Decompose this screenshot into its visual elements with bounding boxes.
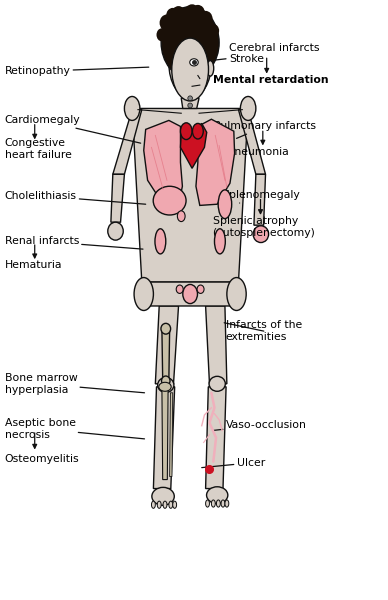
- Ellipse shape: [157, 501, 161, 508]
- Text: Bone marrow
hyperplasia: Bone marrow hyperplasia: [5, 373, 144, 395]
- Polygon shape: [196, 119, 235, 205]
- Ellipse shape: [169, 501, 173, 508]
- Text: Cholelithiasis: Cholelithiasis: [5, 191, 146, 204]
- Text: Congestive
heart failure: Congestive heart failure: [5, 139, 71, 160]
- Ellipse shape: [155, 229, 166, 254]
- Polygon shape: [239, 110, 265, 174]
- Ellipse shape: [108, 222, 123, 240]
- Polygon shape: [142, 282, 239, 306]
- Polygon shape: [181, 98, 199, 109]
- Ellipse shape: [159, 382, 171, 391]
- Ellipse shape: [161, 323, 171, 334]
- Text: Splenomegaly: Splenomegaly: [222, 190, 300, 203]
- Polygon shape: [132, 109, 248, 282]
- Ellipse shape: [173, 501, 177, 508]
- Ellipse shape: [169, 29, 211, 98]
- Ellipse shape: [163, 501, 167, 508]
- Ellipse shape: [180, 123, 192, 140]
- Ellipse shape: [197, 285, 204, 293]
- Ellipse shape: [152, 487, 174, 505]
- Ellipse shape: [159, 14, 174, 31]
- Ellipse shape: [188, 96, 192, 101]
- Polygon shape: [170, 393, 173, 476]
- Text: Retinopathy: Retinopathy: [5, 67, 149, 76]
- Text: Cardiomegaly: Cardiomegaly: [5, 115, 140, 143]
- Text: Ulcer: Ulcer: [202, 458, 265, 468]
- Ellipse shape: [225, 500, 229, 507]
- Text: Cerebral infarcts
Stroke: Cerebral infarcts Stroke: [200, 43, 319, 64]
- Text: Renal infarcts: Renal infarcts: [5, 236, 143, 249]
- Ellipse shape: [199, 11, 213, 26]
- Ellipse shape: [177, 211, 185, 221]
- Ellipse shape: [183, 284, 197, 304]
- Polygon shape: [162, 330, 170, 379]
- Text: Mental retardation: Mental retardation: [213, 75, 328, 85]
- Ellipse shape: [156, 28, 167, 41]
- Ellipse shape: [125, 97, 140, 121]
- Polygon shape: [254, 174, 265, 225]
- Polygon shape: [206, 387, 226, 488]
- Ellipse shape: [172, 38, 208, 101]
- Ellipse shape: [192, 124, 203, 139]
- Ellipse shape: [191, 5, 205, 20]
- Polygon shape: [153, 387, 175, 488]
- Text: Splenic atrophy
(autosplenectomy): Splenic atrophy (autosplenectomy): [213, 216, 315, 238]
- Ellipse shape: [171, 6, 186, 23]
- Text: Pulmonary infarcts: Pulmonary infarcts: [214, 121, 316, 139]
- Ellipse shape: [161, 7, 219, 79]
- Ellipse shape: [161, 376, 170, 386]
- Ellipse shape: [184, 4, 200, 21]
- Ellipse shape: [253, 226, 268, 242]
- Polygon shape: [111, 174, 125, 222]
- Polygon shape: [206, 306, 227, 384]
- Ellipse shape: [166, 8, 179, 23]
- Ellipse shape: [215, 229, 225, 254]
- Ellipse shape: [206, 500, 210, 507]
- Text: Osteomyelitis: Osteomyelitis: [5, 454, 79, 464]
- Ellipse shape: [211, 500, 215, 507]
- Ellipse shape: [151, 501, 155, 508]
- Ellipse shape: [158, 377, 174, 392]
- Ellipse shape: [188, 103, 192, 108]
- Ellipse shape: [206, 487, 228, 503]
- Ellipse shape: [207, 61, 214, 76]
- Polygon shape: [144, 121, 182, 204]
- Ellipse shape: [221, 500, 225, 507]
- Ellipse shape: [153, 186, 186, 215]
- Ellipse shape: [218, 190, 232, 218]
- Text: Vaso-occlusion: Vaso-occlusion: [213, 419, 307, 430]
- Text: Infarcts of the
extremities: Infarcts of the extremities: [224, 320, 302, 342]
- Ellipse shape: [208, 24, 219, 37]
- Polygon shape: [113, 110, 142, 174]
- Polygon shape: [155, 306, 178, 384]
- Ellipse shape: [227, 278, 246, 310]
- Polygon shape: [180, 124, 207, 169]
- Text: Aseptic bone
necrosis: Aseptic bone necrosis: [5, 418, 144, 440]
- Ellipse shape: [190, 59, 198, 66]
- Text: Pneumonia: Pneumonia: [229, 146, 289, 157]
- Ellipse shape: [217, 500, 220, 507]
- Ellipse shape: [176, 285, 183, 293]
- Text: Hematuria: Hematuria: [5, 260, 62, 270]
- Polygon shape: [162, 389, 168, 479]
- Ellipse shape: [134, 278, 153, 310]
- Ellipse shape: [241, 97, 256, 121]
- Ellipse shape: [209, 376, 225, 391]
